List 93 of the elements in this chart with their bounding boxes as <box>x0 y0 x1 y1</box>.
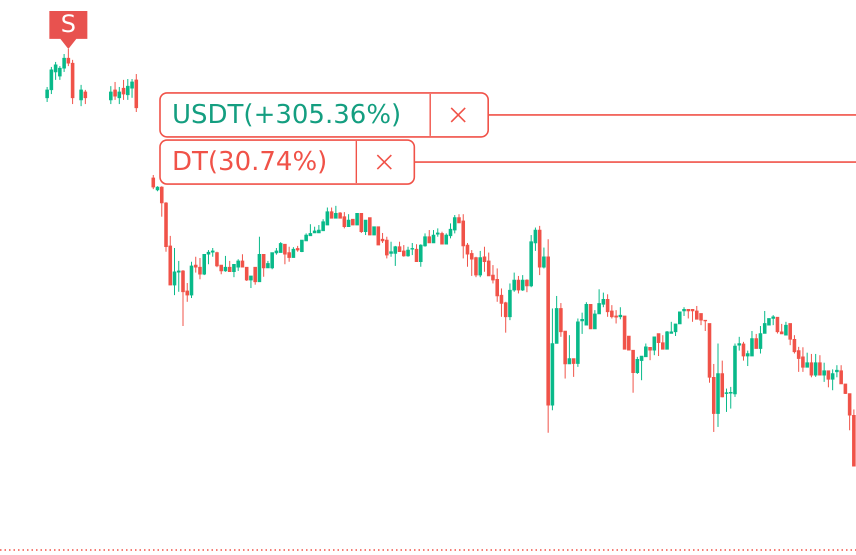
candlestick <box>198 257 202 280</box>
candlestick <box>406 246 410 258</box>
candlestick <box>334 205 338 219</box>
candlestick <box>194 256 198 274</box>
candlestick <box>118 86 122 105</box>
candlestick <box>287 246 291 262</box>
candlestick <box>79 84 83 107</box>
candlestick <box>368 217 372 236</box>
candlestick <box>126 78 130 100</box>
candlestick <box>292 246 296 258</box>
candlestick <box>694 305 699 320</box>
candlestick <box>835 364 839 378</box>
candlestick <box>360 212 364 234</box>
candlestick <box>614 310 618 324</box>
candlestick <box>224 255 228 272</box>
candlestick <box>482 246 486 272</box>
candlestick <box>826 370 830 388</box>
candlestick <box>568 334 572 364</box>
candlestick <box>520 274 524 292</box>
candlestick <box>636 356 640 374</box>
candlestick <box>62 54 66 72</box>
candlestick <box>385 236 389 259</box>
candlestick <box>686 308 690 319</box>
candlestick <box>398 241 402 252</box>
candlestick <box>830 368 834 391</box>
candlestick <box>618 306 622 320</box>
candlestick <box>109 86 113 105</box>
candlestick <box>355 213 359 226</box>
candlestick <box>758 325 762 354</box>
candlestick <box>249 275 253 289</box>
candlestick <box>346 214 350 228</box>
candlestick <box>656 333 660 357</box>
ref-line-label: DT(30.74%) <box>172 147 328 178</box>
candlestick <box>572 358 576 378</box>
candlestick <box>724 388 728 412</box>
candlestick <box>810 353 814 378</box>
candlestick <box>474 256 478 278</box>
candlestick <box>262 254 266 278</box>
candlestick <box>525 278 529 293</box>
candlestick <box>176 260 181 292</box>
candlestick <box>376 226 380 246</box>
candlestick <box>720 360 724 398</box>
candlestick <box>584 302 588 326</box>
candlestick <box>172 247 176 296</box>
candlestick <box>805 352 809 368</box>
ref-line-label: USDT(+305.36%) <box>172 100 402 130</box>
candlestick <box>776 316 780 334</box>
candlestick <box>432 230 436 244</box>
candlestick <box>342 212 346 229</box>
candlestick <box>818 354 822 376</box>
candlestick <box>606 294 610 318</box>
candlestick <box>330 207 334 219</box>
candlestick <box>542 247 546 269</box>
candlestick <box>452 214 457 234</box>
candlestick <box>690 308 694 322</box>
candlestick <box>771 314 775 326</box>
candlestick <box>648 346 652 361</box>
candlestick <box>270 252 274 270</box>
candlestick <box>414 244 418 262</box>
candlestick <box>364 220 368 236</box>
candlestick <box>236 258 240 272</box>
candlestick <box>130 78 134 98</box>
candlestick <box>253 266 257 286</box>
candlestick <box>84 89 88 105</box>
candlestick <box>754 333 758 350</box>
candlestick <box>516 275 520 294</box>
candlestick <box>699 312 703 326</box>
candlestick <box>181 270 185 326</box>
annotation: S <box>60 10 76 38</box>
candlestick <box>801 346 805 372</box>
candlestick <box>742 341 746 362</box>
candlestick <box>784 321 788 336</box>
candlestick <box>389 241 393 258</box>
candlestick <box>478 250 482 278</box>
candlestick <box>750 330 754 357</box>
candlestick <box>202 254 206 276</box>
candlestick <box>822 362 826 382</box>
candlestick <box>283 244 287 265</box>
candlestick <box>644 343 648 358</box>
candlestick <box>427 230 432 244</box>
candlestick <box>122 79 126 100</box>
candlestick <box>440 231 444 245</box>
candlestick <box>814 353 818 378</box>
candlestick <box>228 260 232 272</box>
candlestick <box>444 232 448 245</box>
candlestick <box>652 336 656 356</box>
candlestick <box>665 330 669 350</box>
candlestick <box>50 66 54 95</box>
candlestick <box>151 174 156 190</box>
candlestick <box>278 242 282 254</box>
candlestick <box>410 242 414 256</box>
candlestick <box>215 251 219 268</box>
candlestick <box>113 81 117 100</box>
